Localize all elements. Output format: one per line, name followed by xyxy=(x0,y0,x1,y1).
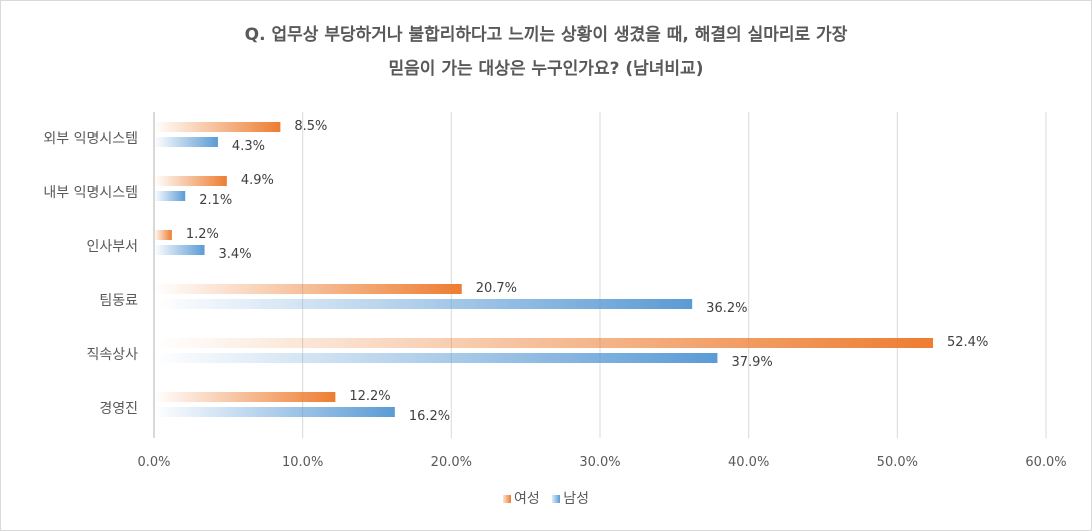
data-label: 2.1% xyxy=(199,193,232,208)
legend: 여성 남성 xyxy=(0,488,1092,508)
data-label: 4.9% xyxy=(241,173,274,188)
bar-female xyxy=(154,284,462,294)
x-tick-label: 50.0% xyxy=(877,455,918,470)
category-label: 인사부서 xyxy=(86,239,138,255)
data-label: 20.7% xyxy=(476,281,517,296)
category-label: 경영진 xyxy=(99,401,138,417)
x-tick-labels: 0.0% 10.0% 20.0% 30.0% 40.0% 50.0% 60.0% xyxy=(137,455,1066,470)
bar-male xyxy=(154,191,186,201)
data-label: 52.4% xyxy=(947,335,988,350)
x-tick-label: 0.0% xyxy=(137,455,170,470)
data-label: 16.2% xyxy=(409,409,450,424)
legend-item-male: 남성 xyxy=(552,488,589,508)
chart-title-line-2: 믿음이 가는 대상은 누구인가요? (남녀비교) xyxy=(388,59,704,79)
legend-swatch-male xyxy=(552,495,561,503)
x-tick-label: 60.0% xyxy=(1025,455,1066,470)
bar-female xyxy=(154,230,172,240)
bar-male xyxy=(154,299,693,309)
chart-title: Q. 업무상 부당하거나 불합리하다고 느끼는 상황이 생겼을 때, 해결의 실… xyxy=(0,18,1092,86)
bar-male xyxy=(154,353,718,363)
legend-swatch-female xyxy=(503,495,511,503)
category-label: 직속상사 xyxy=(86,347,138,363)
bar-female xyxy=(154,338,934,348)
x-tick-label: 10.0% xyxy=(282,455,323,470)
data-label: 12.2% xyxy=(349,389,390,404)
category-label: 외부 익명시스템 xyxy=(43,131,138,147)
data-label: 1.2% xyxy=(186,227,219,242)
data-label: 36.2% xyxy=(706,301,747,316)
chart-title-line-1: Q. 업무상 부당하거나 불합리하다고 느끼는 상황이 생겼을 때, 해결의 실… xyxy=(244,25,848,45)
legend-label-male: 남성 xyxy=(563,491,589,507)
bar-male xyxy=(154,245,205,255)
category-label: 내부 익명시스템 xyxy=(43,185,138,201)
bars xyxy=(154,122,934,417)
bar-female xyxy=(154,392,336,402)
data-label: 4.3% xyxy=(232,139,265,154)
data-label: 3.4% xyxy=(219,247,252,262)
bar-male xyxy=(154,137,218,147)
gridlines xyxy=(153,112,1047,438)
bar-female xyxy=(154,122,281,132)
bar-female xyxy=(154,176,227,186)
data-label: 8.5% xyxy=(294,119,327,134)
x-tick-label: 30.0% xyxy=(579,455,620,470)
x-tick-label: 20.0% xyxy=(431,455,472,470)
legend-item-female: 여성 xyxy=(503,488,540,508)
data-label: 37.9% xyxy=(731,355,772,370)
legend-label-female: 여성 xyxy=(514,491,540,507)
data-labels: 8.5% 4.3% 4.9% 2.1% 1.2%3.4% 20.7% 36.2% 52.4% 3… xyxy=(186,119,988,424)
x-tick-label: 40.0% xyxy=(728,455,769,470)
bar-male xyxy=(154,407,395,417)
category-label: 팀동료 xyxy=(99,293,138,309)
